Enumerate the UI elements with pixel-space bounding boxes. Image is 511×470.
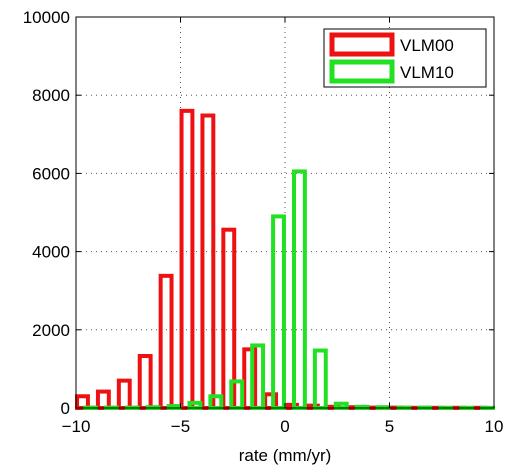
legend-label-vlm10: VLM10 (400, 63, 454, 82)
x-tick-label: −10 (62, 417, 91, 436)
x-axis-label: rate (mm/yr) (239, 446, 332, 465)
y-tick-label: 10000 (23, 8, 70, 27)
legend: VLM00 VLM10 (323, 28, 487, 88)
y-tick-label: 0 (61, 399, 70, 418)
legend-box (323, 28, 487, 88)
tick-marks (75, 16, 495, 409)
y-tick-label: 8000 (32, 86, 70, 105)
x-tick-label: 10 (485, 417, 504, 436)
tick-labels: −10 −5 0 5 10 0 2000 4000 6000 8000 10000 (23, 8, 504, 436)
legend-label-vlm00: VLM00 (400, 36, 454, 55)
x-tick-label: 5 (385, 417, 394, 436)
y-tick-label: 4000 (32, 243, 70, 262)
x-tick-label: 0 (280, 417, 289, 436)
x-tick-label: −5 (171, 417, 190, 436)
legend-swatch-vlm00 (329, 32, 395, 57)
legend-swatch-vlm10 (329, 59, 395, 84)
y-tick-label: 6000 (32, 164, 70, 183)
y-tick-label: 2000 (32, 321, 70, 340)
